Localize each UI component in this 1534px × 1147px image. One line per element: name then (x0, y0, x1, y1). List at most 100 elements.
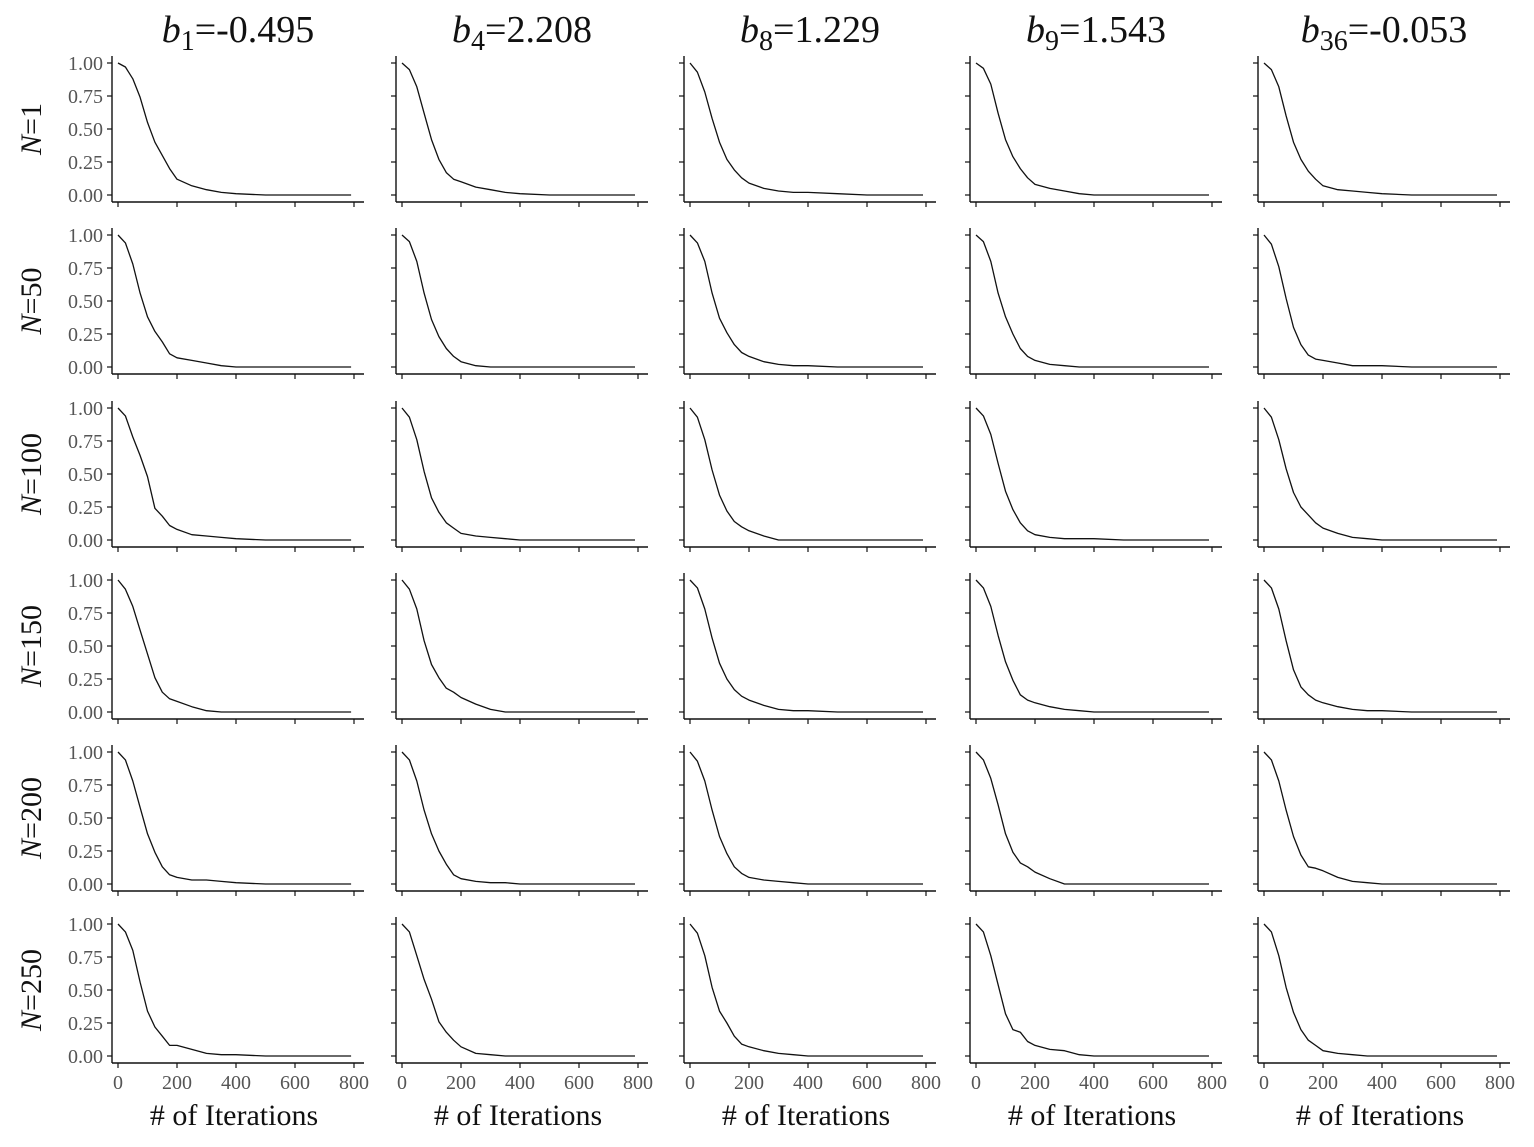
series-line (117, 62, 352, 196)
column-value: =1.229 (773, 9, 880, 51)
x-tick-label: 400 (1079, 1072, 1109, 1094)
column-symbol: b (162, 9, 181, 51)
panel (1253, 228, 1510, 379)
column-subscript: 1 (181, 26, 195, 57)
panel (965, 573, 1222, 724)
column-value: =2.208 (485, 9, 592, 51)
series-line (117, 751, 352, 885)
row-symbol: N (15, 837, 48, 860)
row-symbol: N (15, 133, 48, 156)
row-value: =50 (15, 268, 48, 315)
y-tick-label: 1.00 (68, 225, 103, 247)
panel (679, 401, 936, 552)
panel: 0.00 0.25 0.50 0.75 1.00 (68, 398, 364, 552)
series-line (975, 923, 1209, 1057)
column-subscript: 9 (1045, 26, 1059, 57)
column-symbol: b (452, 9, 471, 51)
y-tick-label: 1.00 (68, 914, 103, 936)
x-axis-title: # of Iterations (722, 1099, 890, 1132)
y-tick-label: 0.00 (68, 1046, 103, 1068)
series-line (117, 923, 352, 1057)
panel (1253, 56, 1510, 207)
panel: 0.00 0.25 0.50 0.75 1.00 0 200 400 600 800 # of It… (68, 914, 369, 1132)
series-line (975, 751, 1209, 885)
panel (679, 745, 936, 896)
row-label: N=250 (15, 949, 48, 1032)
x-tick-label: 600 (1138, 1072, 1168, 1094)
panel (679, 228, 936, 379)
x-tick-label: 800 (339, 1072, 369, 1094)
row-value: =200 (15, 777, 48, 839)
row-label: N=100 (15, 433, 48, 516)
panel: 0.00 0.25 0.50 0.75 1.00 (68, 225, 364, 379)
column-value: =-0.053 (1348, 9, 1468, 51)
panel (391, 745, 648, 896)
panel (965, 401, 1222, 552)
row-value: =1 (15, 103, 48, 135)
row-value: =250 (15, 949, 48, 1011)
panel: 0 200 400 600 800 # of Iterations (965, 917, 1227, 1132)
x-tick-label: 0 (113, 1072, 123, 1094)
row-label: N=1 (15, 103, 48, 156)
row-symbol: N (15, 312, 48, 335)
y-tick-label: 0.25 (68, 497, 103, 519)
x-tick-label: 600 (852, 1072, 882, 1094)
y-tick-label: 0.50 (68, 980, 103, 1002)
column-symbol: b (740, 9, 759, 51)
x-tick-label: 800 (623, 1072, 653, 1094)
y-tick-label: 0.50 (68, 808, 103, 830)
y-tick-label: 0.25 (68, 1013, 103, 1035)
panel: 0 200 400 600 800 # of Iterations (391, 917, 653, 1132)
column-title: b1=-0.495 (162, 9, 315, 57)
panel (1253, 401, 1510, 552)
y-tick-label: 0.25 (68, 669, 103, 691)
panel (965, 745, 1222, 896)
x-tick-label: 400 (793, 1072, 823, 1094)
x-tick-label: 200 (446, 1072, 476, 1094)
x-tick-label: 0 (971, 1072, 981, 1094)
column-subscript: 8 (759, 26, 773, 57)
series-line (689, 923, 923, 1057)
panel (391, 401, 648, 552)
x-axis-title: # of Iterations (1008, 1099, 1176, 1132)
row-value: =100 (15, 433, 48, 495)
series-line (1263, 923, 1497, 1057)
y-tick-label: 0.00 (68, 357, 103, 379)
x-tick-label: 200 (734, 1072, 764, 1094)
y-tick-label: 0.75 (68, 86, 103, 108)
row-value: =150 (15, 605, 48, 667)
row-symbol: N (15, 493, 48, 516)
y-tick-label: 0.75 (68, 431, 103, 453)
x-tick-label: 200 (1020, 1072, 1050, 1094)
x-tick-label: 800 (1485, 1072, 1515, 1094)
column-value: =-0.495 (195, 9, 315, 51)
x-tick-label: 0 (685, 1072, 695, 1094)
x-axis-title: # of Iterations (150, 1099, 318, 1132)
series-line (401, 923, 635, 1057)
series-line (1263, 751, 1497, 885)
series-line (117, 579, 352, 713)
y-tick-label: 0.25 (68, 841, 103, 863)
row-symbol: N (15, 665, 48, 688)
panel (679, 573, 936, 724)
series-line (1263, 579, 1497, 713)
y-tick-label: 0.75 (68, 775, 103, 797)
x-tick-label: 400 (1367, 1072, 1397, 1094)
y-tick-label: 0.00 (68, 530, 103, 552)
x-tick-label: 400 (221, 1072, 251, 1094)
y-tick-label: 0.25 (68, 152, 103, 174)
panel (1253, 745, 1510, 896)
row-label: N=150 (15, 605, 48, 688)
series-line (975, 62, 1209, 196)
series-line (117, 234, 352, 368)
x-axis-title: # of Iterations (1296, 1099, 1464, 1132)
row-symbol: N (15, 1009, 48, 1032)
series-line (1263, 407, 1497, 541)
series-line (117, 407, 352, 541)
series-line (689, 751, 923, 885)
y-tick-label: 0.75 (68, 258, 103, 280)
y-tick-label: 0.00 (68, 185, 103, 207)
column-title: b9=1.543 (1026, 9, 1166, 57)
x-tick-label: 800 (911, 1072, 941, 1094)
x-tick-label: 600 (1426, 1072, 1456, 1094)
